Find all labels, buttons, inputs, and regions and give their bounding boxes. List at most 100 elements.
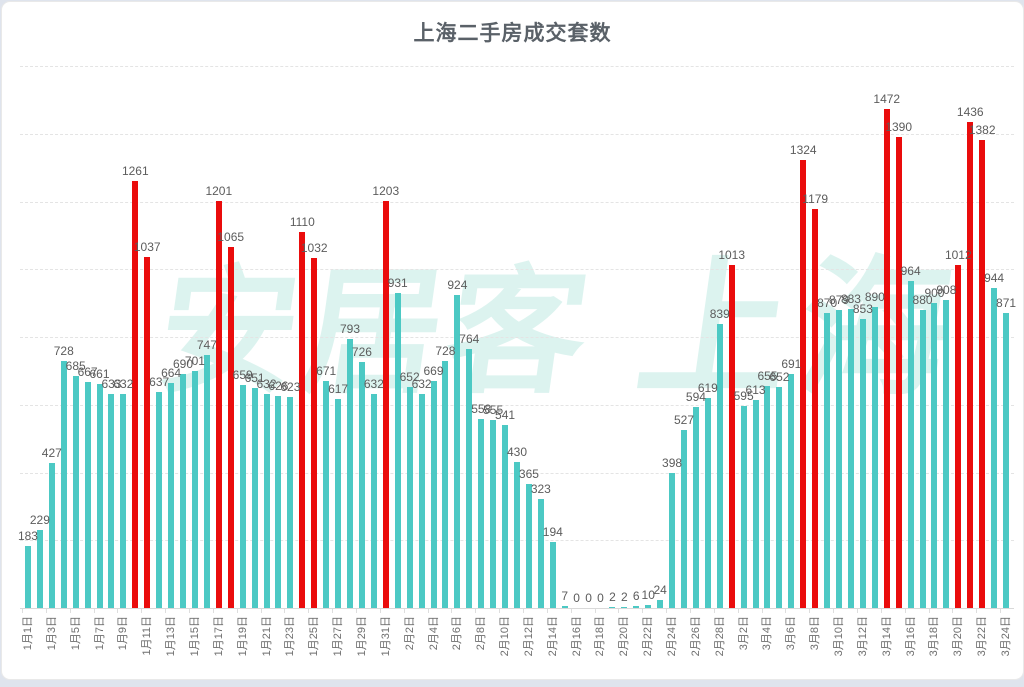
bar-value-label: 617 <box>328 382 349 396</box>
x-axis-label: 3月12日 <box>856 616 869 657</box>
bar-value-label: 1390 <box>885 120 913 135</box>
x-axis-tick <box>260 609 262 613</box>
bar-value-label: 0 <box>585 591 592 605</box>
bar <box>955 265 962 608</box>
bar <box>800 159 807 608</box>
x-axis-tick <box>45 609 47 613</box>
bar <box>430 381 437 608</box>
bar <box>657 599 664 608</box>
bar <box>609 607 616 608</box>
x-axis-tick <box>93 609 95 613</box>
bar-value-label: 879 <box>829 293 850 308</box>
bar-value-label: 728 <box>435 344 456 359</box>
bar <box>967 121 974 608</box>
x-axis-tick <box>22 609 23 613</box>
gridline <box>20 201 1014 203</box>
x-axis-label: 1月17日 <box>212 616 225 657</box>
bar <box>502 424 509 608</box>
x-axis-label: 2月16日 <box>570 616 583 657</box>
x-axis-label: 3月22日 <box>976 616 989 657</box>
x-axis-label: 3月2日 <box>737 616 750 651</box>
bar <box>764 386 771 608</box>
bar <box>347 339 353 608</box>
bar-value-label: 667 <box>77 365 98 380</box>
x-axis-label: 1月5日 <box>69 616 82 651</box>
bar-value-label: 661 <box>89 367 110 382</box>
bar-value-label: 430 <box>506 445 528 460</box>
x-axis-label: 2月10日 <box>499 616 512 657</box>
bar-value-label: 839 <box>709 306 730 321</box>
bar-value-label: 764 <box>459 332 480 347</box>
bar <box>299 232 306 608</box>
x-axis-label: 1月31日 <box>379 616 392 657</box>
bar-value-label: 669 <box>423 364 444 379</box>
chart-title: 上海二手房成交套数 <box>413 22 612 45</box>
x-axis-label: 2月26日 <box>689 616 702 657</box>
x-axis-label: 1月7日 <box>93 616 106 651</box>
x-axis-tick <box>427 609 429 613</box>
x-axis-tick <box>475 609 477 613</box>
bar <box>227 247 234 608</box>
x-axis-label: 3月8日 <box>809 616 822 651</box>
x-axis-label: 1月1日 <box>21 616 34 651</box>
bar <box>824 313 831 608</box>
bar-value-label: 871 <box>996 295 1017 310</box>
bar-value-label: 633 <box>101 376 122 391</box>
bar <box>525 484 532 608</box>
bar-value-label: 10 <box>641 587 655 602</box>
x-axis-tick <box>212 609 214 613</box>
x-axis-tick <box>69 609 71 613</box>
bar-value-label: 652 <box>769 370 790 385</box>
bar <box>335 399 342 608</box>
bar-value-label: 655 <box>757 369 778 384</box>
bar-value-label: 623 <box>280 380 301 394</box>
bar <box>275 395 282 608</box>
bar-value-label: 183 <box>17 529 38 543</box>
bar-value-label: 527 <box>673 412 694 427</box>
bar-value-label: 685 <box>65 359 86 373</box>
bar-value-label: 595 <box>733 389 754 404</box>
x-axis-tick <box>928 609 930 613</box>
bar <box>466 349 473 608</box>
x-axis-label: 3月20日 <box>952 616 965 657</box>
bar-value-label: 1032 <box>300 241 328 256</box>
bar-value-label: 890 <box>864 289 885 304</box>
x-axis-label: 1月21日 <box>260 616 273 657</box>
x-axis-label: 3月10日 <box>833 616 846 657</box>
bar-value-label: 632 <box>363 376 384 391</box>
bar <box>907 281 914 608</box>
x-axis-tick <box>642 609 644 613</box>
bar-value-label: 880 <box>912 292 933 307</box>
x-axis-tick <box>188 609 190 613</box>
bar <box>263 393 270 608</box>
bar <box>883 109 890 608</box>
bar-value-label: 883 <box>840 291 861 306</box>
bar <box>215 201 222 608</box>
bar <box>168 383 175 608</box>
bar <box>203 355 210 608</box>
x-axis-tick <box>618 609 620 613</box>
x-axis-tick <box>880 609 882 613</box>
bar <box>812 208 819 608</box>
bar-value-label: 555 <box>483 403 504 417</box>
bar <box>394 292 401 608</box>
x-axis-label: 2月12日 <box>522 616 535 657</box>
x-axis-label: 1月25日 <box>308 616 321 657</box>
bar-value-label: 664 <box>161 366 182 381</box>
bar-value-label: 24 <box>653 582 667 597</box>
x-axis-tick <box>403 609 405 613</box>
bar <box>680 429 687 608</box>
bar <box>669 473 676 608</box>
bar <box>621 607 628 608</box>
bar <box>60 361 67 608</box>
bar <box>728 264 735 608</box>
bar <box>836 310 843 608</box>
x-axis-tick <box>451 609 453 613</box>
bar-value-label: 1324 <box>789 142 817 157</box>
bar <box>871 306 878 608</box>
x-axis-label: 3月16日 <box>904 616 917 657</box>
x-axis-label: 3月6日 <box>785 616 798 651</box>
gridline <box>20 66 1014 67</box>
x-axis-label: 3月18日 <box>928 616 941 657</box>
